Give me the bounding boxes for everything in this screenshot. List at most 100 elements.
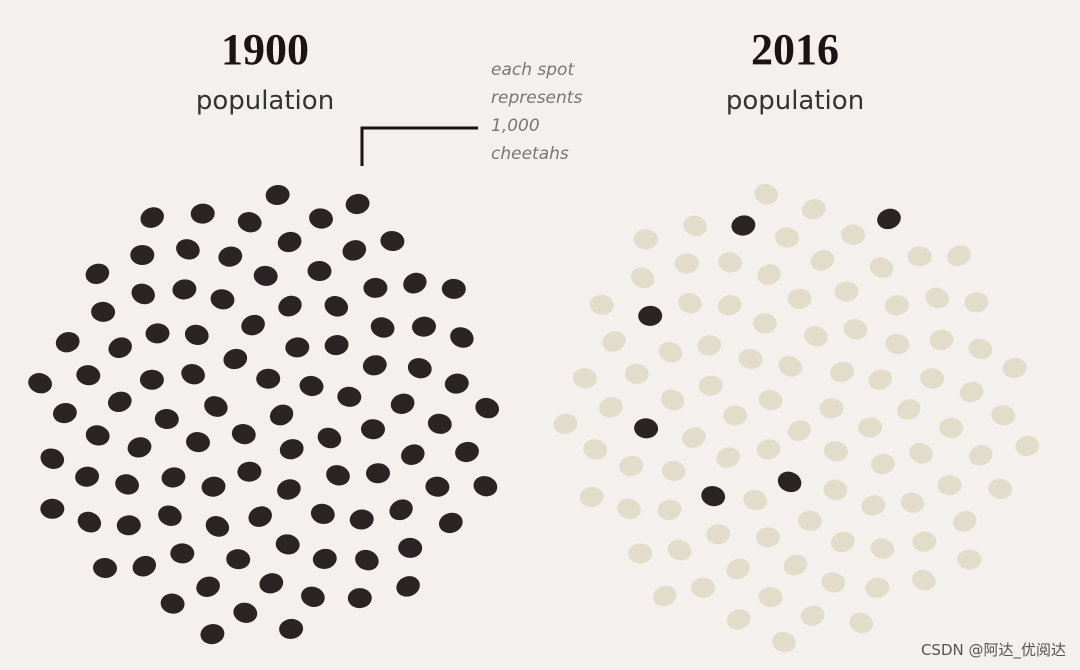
spot [964, 292, 989, 313]
spot [912, 531, 937, 552]
spot [638, 305, 663, 326]
spot [823, 441, 848, 462]
spot [861, 495, 886, 516]
spot [85, 263, 110, 285]
spot [553, 413, 578, 434]
spot [988, 478, 1013, 499]
spot [362, 355, 387, 376]
spot [698, 375, 723, 396]
spot [248, 506, 272, 527]
spot [723, 405, 748, 426]
spot [968, 445, 993, 466]
spot [140, 207, 164, 228]
spot [801, 199, 826, 220]
spot [756, 527, 780, 548]
spot [599, 397, 623, 418]
spot [787, 288, 812, 309]
spot [181, 363, 205, 385]
spot [396, 576, 420, 597]
spot [190, 203, 215, 224]
spot [337, 386, 362, 407]
spot [91, 301, 116, 322]
spot [870, 538, 895, 559]
watermark: CSDN @阿达_优阅达 [920, 641, 1066, 659]
spot [324, 295, 349, 317]
spot [787, 420, 812, 442]
spot [370, 317, 395, 338]
spot [754, 183, 779, 205]
spot [389, 499, 413, 521]
spot [427, 413, 452, 434]
spot [241, 314, 265, 336]
spot [347, 588, 372, 609]
panel-title: 2016 [751, 25, 839, 74]
spot [830, 361, 854, 383]
spot [237, 461, 262, 482]
spot [172, 279, 197, 300]
spot [758, 586, 783, 608]
spot [161, 467, 186, 488]
panel-subtitle: population [726, 86, 864, 116]
spot [299, 375, 324, 397]
spot [55, 332, 80, 353]
spot [158, 505, 182, 526]
spot [380, 230, 405, 252]
spot [697, 335, 722, 356]
spot [652, 585, 677, 607]
spot [752, 313, 777, 334]
spot [743, 489, 768, 511]
spot [176, 239, 200, 260]
spot [444, 373, 469, 394]
annotation-leader [360, 126, 478, 166]
spot [196, 576, 220, 598]
spot [841, 224, 866, 245]
spot [631, 267, 655, 289]
spot [309, 208, 333, 229]
spot [865, 577, 890, 598]
spot [204, 396, 228, 417]
panel-title: 1900 [221, 25, 309, 74]
spot [797, 510, 822, 531]
spot [991, 405, 1016, 426]
spot [253, 265, 278, 286]
spot [661, 389, 685, 411]
spot [783, 554, 808, 576]
spot [756, 439, 781, 460]
spot [237, 212, 262, 233]
panel-subtitle: population [196, 86, 334, 116]
spot [186, 432, 210, 453]
spot [691, 577, 716, 598]
spot [265, 184, 290, 206]
spot [345, 193, 370, 215]
spot [907, 246, 932, 267]
spot [75, 466, 100, 487]
spot [412, 316, 436, 337]
spot [108, 337, 132, 359]
spot [909, 442, 933, 464]
spot [683, 215, 707, 237]
spot [269, 404, 294, 426]
spot [116, 515, 141, 536]
spot [317, 427, 342, 449]
spot [407, 358, 432, 379]
spot [349, 509, 374, 530]
spot [223, 348, 248, 370]
spot [355, 549, 379, 571]
annotation: each spot represents 1,000 cheetahs [491, 60, 583, 164]
spot [897, 399, 921, 420]
spot [200, 624, 225, 645]
spot [819, 398, 844, 419]
spot [726, 558, 750, 580]
spot [810, 249, 835, 271]
spot [184, 324, 209, 346]
spot [667, 539, 692, 561]
spot [205, 516, 230, 537]
spot [366, 463, 390, 484]
spot [925, 287, 950, 309]
spot [834, 281, 859, 302]
spot [475, 397, 500, 419]
spot [438, 512, 463, 534]
spot [93, 557, 117, 579]
